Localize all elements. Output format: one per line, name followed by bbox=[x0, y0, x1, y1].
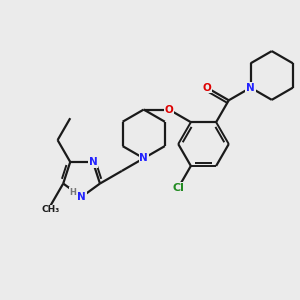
Text: N: N bbox=[77, 192, 86, 202]
Text: O: O bbox=[202, 83, 211, 93]
Text: CH₃: CH₃ bbox=[41, 206, 60, 214]
Text: N: N bbox=[139, 153, 148, 163]
Text: N: N bbox=[88, 157, 97, 167]
Text: N: N bbox=[246, 83, 255, 93]
Text: H: H bbox=[69, 188, 76, 197]
Text: O: O bbox=[165, 104, 173, 115]
Text: Cl: Cl bbox=[172, 183, 184, 193]
